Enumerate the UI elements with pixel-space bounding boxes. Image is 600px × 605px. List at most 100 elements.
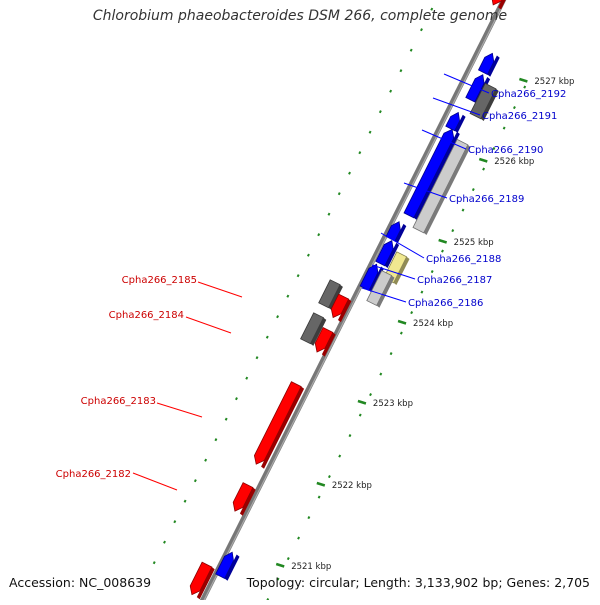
dotted-guide-left — [337, 192, 341, 196]
kbp-label: 2525 kbp — [454, 238, 494, 248]
gene-label-forward: Cpha266_2191 — [482, 111, 557, 122]
dotted-guide-left — [286, 294, 290, 298]
kbp-tick — [357, 399, 367, 405]
gene-pseudo-shadow — [423, 144, 471, 235]
gene-label-leader — [197, 281, 243, 298]
gene-label-leader — [380, 232, 425, 259]
gene-forward — [359, 263, 379, 292]
kbp-tick — [438, 238, 448, 244]
kbp-tick — [397, 319, 407, 325]
genome-backbone — [197, 0, 507, 605]
dotted-guide-right — [399, 331, 403, 335]
gene-forward-shadow — [384, 242, 400, 268]
dotted-guide-right — [327, 475, 331, 479]
dotted-guide-right — [512, 106, 516, 110]
dotted-guide-right — [502, 126, 506, 130]
gene-label-forward: Cpha266_2190 — [468, 145, 543, 156]
dotted-guide-left — [399, 69, 403, 73]
gene-label-forward: Cpha266_2189 — [449, 194, 524, 205]
gene-label-leader — [371, 264, 416, 280]
gene-reverse — [491, 0, 503, 6]
gene-reverse — [314, 326, 334, 353]
dotted-guide-left — [358, 151, 362, 155]
map-title: Chlorobium phaeobacteroides DSM 266, com… — [92, 8, 508, 24]
gene-forward — [403, 128, 455, 219]
gene-reverse-shadow — [239, 487, 256, 516]
dotted-guide-left — [409, 48, 413, 52]
dotted-guide-left — [378, 110, 382, 114]
gene-reverse-shadow — [321, 332, 336, 357]
gene-forward — [465, 74, 485, 103]
dotted-guide-right — [492, 147, 496, 151]
dotted-guide-right — [420, 290, 424, 294]
dotted-guide-left — [420, 28, 423, 32]
dotted-guide-right — [482, 167, 486, 171]
kbp-tick — [478, 157, 488, 163]
gene-label-leader — [361, 287, 407, 303]
gene-label-leader — [156, 402, 203, 418]
kbp-label: 2522 kbp — [332, 481, 372, 491]
gene-reverse-shadow — [338, 299, 352, 323]
dotted-guide-right — [297, 536, 301, 540]
accession-label: Accession: NC_008639 — [9, 575, 152, 590]
dotted-guide-right — [523, 85, 527, 89]
gene-label-leader — [432, 97, 481, 116]
gene-forward-shadow — [413, 131, 460, 220]
dotted-guide-left — [265, 335, 269, 339]
gene-forward-shadow — [487, 55, 500, 77]
dotted-guide-right — [441, 249, 444, 253]
dotted-guide-right — [410, 311, 414, 315]
topology-label: Topology: circular; Length: 3,133,902 bp… — [246, 575, 590, 590]
dotted-guide-right — [338, 454, 342, 458]
dotted-guide-left — [224, 417, 228, 421]
gene-forward — [477, 52, 495, 76]
dotted-guide-right — [369, 393, 372, 397]
gene-label-leader — [421, 129, 467, 150]
gene-forward — [215, 551, 234, 580]
dotted-guide-right — [358, 413, 362, 417]
dotted-guide-left — [296, 274, 300, 278]
gene-forward-shadow — [224, 554, 240, 581]
dotted-guide-left — [317, 233, 321, 237]
dotted-guide-right — [286, 557, 290, 561]
kbp-label: 2526 kbp — [494, 157, 534, 167]
dotted-guide-right — [471, 188, 475, 192]
dotted-guide-left — [255, 356, 259, 360]
gene-reverse-shadow — [196, 567, 215, 600]
dotted-guide-right — [317, 495, 321, 499]
dotted-guide-left — [173, 520, 177, 524]
gene-reverse — [253, 381, 302, 465]
kbp-label: 2523 kbp — [373, 399, 413, 409]
dotted-guide-left — [327, 212, 331, 216]
gene-pseudo-shadow — [328, 284, 343, 310]
dotted-guide-left — [214, 438, 218, 442]
gene-reverse — [232, 482, 254, 512]
gene-label-leader — [185, 316, 232, 334]
gene-pseudo-shadow — [310, 317, 327, 346]
gene-label-leader — [132, 472, 178, 491]
gene-reverse — [189, 561, 213, 596]
dotted-guide-left — [204, 458, 208, 462]
dotted-guide-left — [183, 499, 187, 503]
kbp-label: 2521 kbp — [291, 562, 331, 572]
dotted-guide-left — [245, 376, 249, 380]
dotted-guide-left — [306, 253, 310, 257]
gene-label-forward: Cpha266_2186 — [408, 298, 483, 309]
dotted-guide-left — [389, 89, 393, 93]
dotted-guide-left — [430, 7, 434, 11]
kbp-tick — [275, 562, 285, 568]
gene-forward-shadow — [454, 114, 466, 133]
gene-rna-shadow — [393, 256, 410, 285]
dotted-guide-right — [430, 270, 434, 274]
gene-forward — [375, 239, 394, 267]
gene-label-reverse: Cpha266_2182 — [56, 469, 131, 480]
gene-reverse-shadow — [261, 386, 305, 469]
dotted-guide-left — [235, 397, 238, 401]
gene-reverse-shadow — [498, 0, 506, 10]
gene-label-reverse: Cpha266_2183 — [81, 396, 156, 407]
dotted-guide-right — [348, 434, 352, 438]
dotted-guide-right — [276, 577, 280, 581]
dotted-guide-left — [193, 479, 197, 483]
